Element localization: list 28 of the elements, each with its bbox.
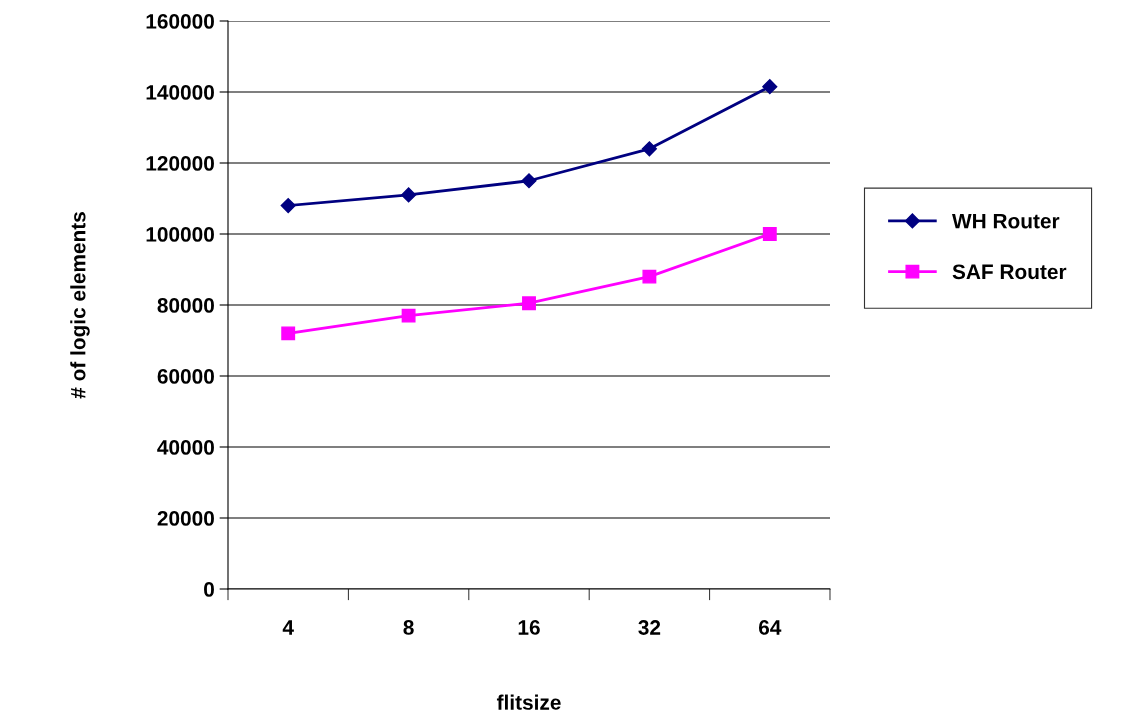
legend-label: SAF Router [952,264,1067,280]
y-tick-label: 160000 [146,14,214,29]
point [280,198,296,214]
point [762,79,778,95]
point [522,296,536,311]
x-tick-label: 4 [282,620,294,635]
x-tick-label: 64 [758,620,782,635]
y-tick-label: 0 [204,582,214,597]
point [401,187,417,203]
y-tick-label: 20000 [157,511,214,526]
y-axis-title: # of logic elements [70,212,90,399]
y-tick-label: 60000 [157,369,214,384]
y-tick-label: 120000 [146,156,214,171]
y-tick-label: 40000 [157,440,214,455]
point [401,308,416,323]
y-tick-label: 100000 [146,227,214,242]
x-tick-label: 16 [518,620,540,635]
x-tick-label: 8 [403,620,414,635]
point [521,173,537,189]
y-tick-label: 140000 [146,85,214,100]
point [641,141,657,157]
point [642,269,657,284]
legend-label: WH Router [952,213,1060,229]
x-axis-title: flitsize [496,694,561,710]
x-tick-label: 32 [638,620,661,635]
point [281,326,296,341]
y-tick-label: 80000 [157,298,214,313]
point [762,227,777,241]
